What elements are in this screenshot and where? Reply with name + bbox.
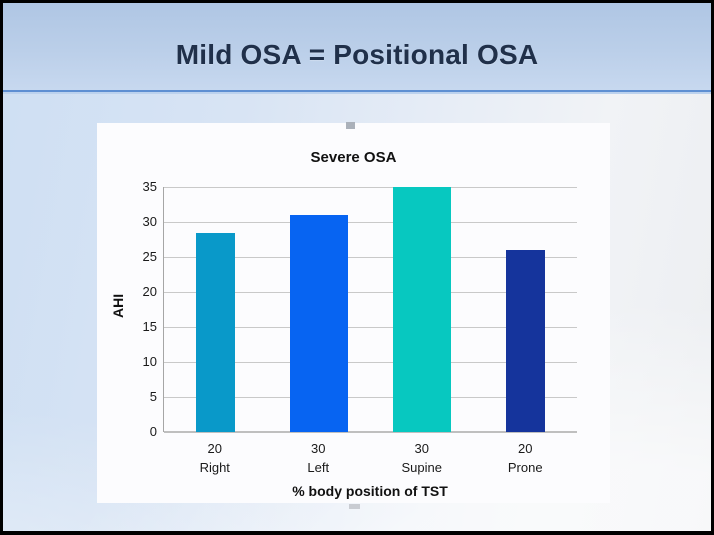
gridline-15 — [164, 327, 577, 328]
gridline-20 — [164, 292, 577, 293]
bar-supine — [392, 187, 452, 432]
chart-panel: Severe OSA AHI 0 5 10 15 20 25 30 35 20 Right 30 L… — [97, 122, 610, 509]
x-label-right: 20 Right — [163, 439, 267, 477]
gridline-5 — [164, 397, 577, 398]
x-label-category-left: Left — [307, 460, 330, 475]
y-tick-30: 30 — [142, 214, 157, 229]
y-tick-20: 20 — [142, 284, 157, 299]
x-label-pct-left: 30 — [311, 441, 326, 456]
x-label-pct-prone: 20 — [518, 441, 533, 456]
x-label-pct-right: 20 — [207, 441, 222, 456]
x-axis-title: % body position of TST — [292, 483, 448, 499]
x-label-category-right: Right — [199, 460, 230, 475]
chart-title: Severe OSA — [310, 149, 397, 166]
bar-right — [196, 232, 236, 432]
selection-handle-bottom-icon — [349, 504, 360, 509]
y-tick-15: 15 — [142, 319, 157, 334]
gridline-30 — [164, 222, 577, 223]
gridline-0 — [164, 431, 577, 433]
x-label-category-supine: Supine — [401, 460, 442, 475]
bar-prone — [505, 250, 545, 432]
gridline-35 — [164, 187, 577, 188]
gridline-10 — [164, 362, 577, 363]
x-label-pct-supine: 30 — [414, 441, 429, 456]
bar-column-supine — [371, 187, 474, 432]
slide-title: Mild OSA = Positional OSA — [175, 38, 539, 70]
y-tick-0: 0 — [149, 424, 157, 439]
bar-left — [289, 215, 349, 432]
gridline-25 — [164, 257, 577, 258]
x-label-prone: 20 Prone — [474, 439, 578, 477]
selection-handle-top-icon — [346, 122, 355, 129]
x-label-left: 30 Left — [267, 439, 371, 477]
x-axis-labels: 20 Right 30 Left 30 Supine 20 Prone — [163, 439, 577, 477]
plot-area — [163, 187, 577, 433]
y-tick-35: 35 — [142, 179, 157, 194]
y-tick-10: 10 — [142, 354, 157, 369]
bar-column-right — [164, 187, 267, 432]
x-label-supine: 30 Supine — [370, 439, 474, 477]
x-label-category-prone: Prone — [507, 460, 543, 475]
y-tick-25: 25 — [142, 249, 157, 264]
y-tick-5: 5 — [149, 389, 157, 404]
bar-column-left — [267, 187, 370, 432]
bar-column-prone — [474, 187, 577, 432]
y-axis-ticks: 0 5 10 15 20 25 30 35 — [97, 179, 157, 439]
slide-header: Mild OSA = Positional OSA — [3, 3, 711, 92]
